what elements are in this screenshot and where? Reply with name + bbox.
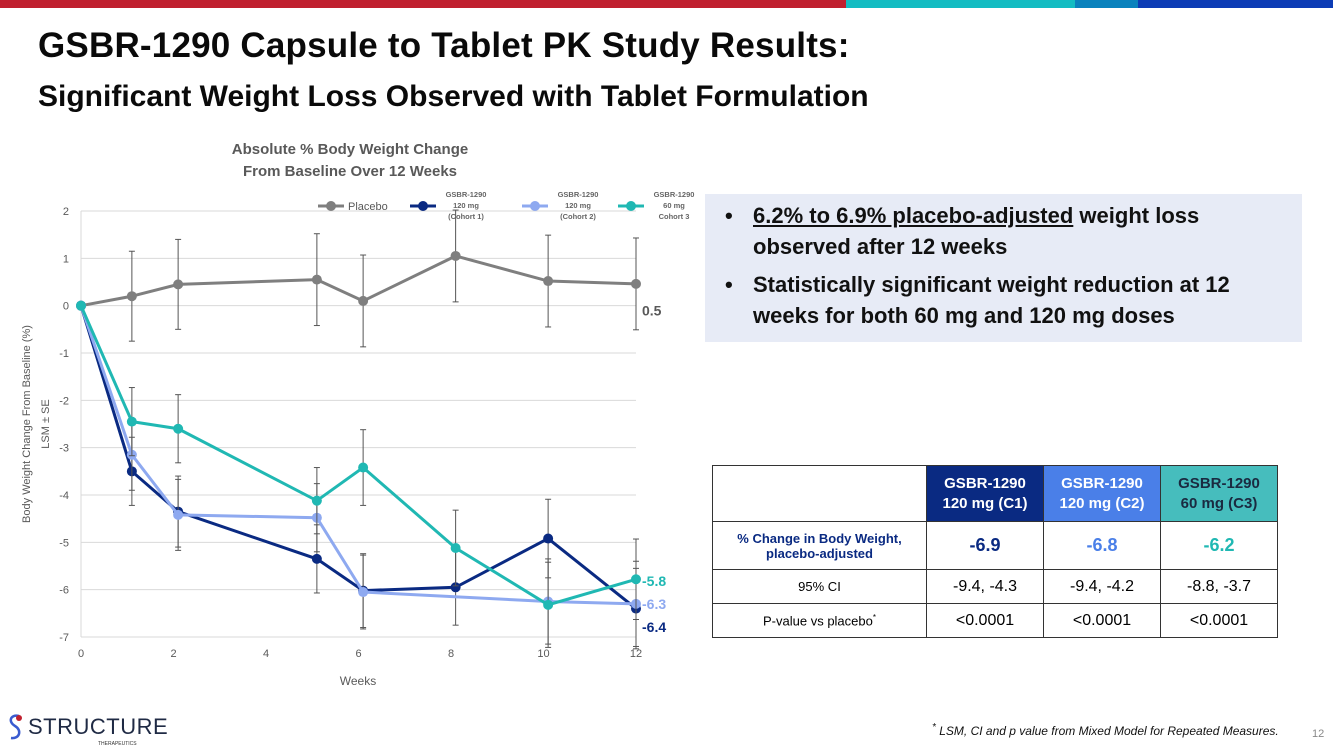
chart-title: Absolute % Body Weight Change [232,141,468,158]
col-header-c3: GSBR-1290 60 mg (C3) [1160,465,1278,522]
y-tick-label: -5 [59,537,69,549]
data-point [311,274,322,285]
data-point [173,279,184,290]
data-point [358,587,369,598]
page-title: GSBR-1290 Capsule to Tablet PK Study Res… [38,26,850,65]
data-point [311,495,322,506]
legend-marker [626,201,636,211]
data-point [450,582,461,593]
finding-2: Statistically significant weight reducti… [725,269,1282,331]
data-point [358,295,369,306]
data-point [358,462,369,473]
legend-label: 120 mg [565,201,591,210]
data-point [543,276,554,287]
col-header-c2: GSBR-1290 120 mg (C2) [1043,465,1161,522]
x-tick-label: 10 [537,648,549,660]
data-point [173,423,184,434]
legend-label: (Cohort 1) [448,212,484,221]
series-line-2 [79,305,637,606]
y-tick-label: -7 [59,632,69,644]
data-point [76,300,86,311]
legend-marker [418,201,428,211]
end-value-label: -5.8 [642,573,666,589]
top-color-bar [0,0,1333,8]
y-tick-label: -2 [59,395,69,407]
data-point [450,543,461,554]
y-tick-label: -6 [59,585,69,597]
data-point [631,574,641,585]
company-logo: STRUCTURE THERAPEUTICS [6,712,206,748]
weight-change-chart: Absolute % Body Weight Change From Baseli… [21,141,695,688]
legend-label: Placebo [348,201,388,213]
x-axis-label: Weeks [340,674,376,688]
end-value-label: 0.5 [642,302,662,318]
legend-label: GSBR-1290 [654,190,695,199]
legend-label: (Cohort 2) [560,212,596,221]
chart-subtitle: From Baseline Over 12 Weeks [243,163,457,180]
y-tick-label: -1 [59,348,69,360]
x-tick-label: 0 [78,648,84,660]
x-tick-label: 4 [263,648,269,660]
data-point [543,599,554,610]
data-point [631,278,641,289]
data-point [173,509,184,520]
y-tick-label: 2 [63,206,69,218]
data-point [450,250,461,261]
legend-marker [326,201,336,211]
key-findings-callout: 6.2% to 6.9% placebo-adjusted weight los… [705,194,1302,342]
table-row: 95% CI -9.4, -4.3 -9.4, -4.2 -8.8, -3.7 [712,569,1278,604]
series-line-3 [79,305,637,607]
series-line-0 [80,254,637,308]
legend-marker [530,201,540,211]
page-subtitle: Significant Weight Loss Observed with Ta… [38,80,869,113]
x-tick-label: 6 [355,648,361,660]
y-axis-label-2: LSM ± SE [40,399,52,448]
data-point [126,416,137,427]
end-value-label: -6.4 [642,619,666,635]
y-tick-label: 1 [63,253,69,265]
data-point [543,533,554,544]
legend-label: 120 mg [453,201,479,210]
data-point [126,291,137,302]
x-tick-label: 12 [630,648,642,660]
y-tick-label: 0 [63,301,69,313]
col-header-c1: GSBR-1290 120 mg (C1) [926,465,1044,522]
end-value-label: -6.3 [642,596,666,612]
data-point [311,553,322,564]
y-axis-label: Body Weight Change From Baseline (%) [21,325,33,523]
table-row: P-value vs placebo* <0.0001 <0.0001 <0.000… [712,603,1278,638]
finding-1: 6.2% to 6.9% placebo-adjusted weight los… [725,200,1282,262]
y-tick-label: -4 [59,490,69,502]
table-row: % Change in Body Weight, placebo-adjuste… [712,521,1278,570]
x-tick-label: 8 [448,648,454,660]
y-tick-label: -3 [59,443,69,455]
legend-label: 60 mg [663,201,685,210]
legend-label: GSBR-1290 [446,190,487,199]
legend-label: Cohort 3 [659,212,690,221]
x-tick-label: 2 [170,648,176,660]
results-table: GSBR-1290 120 mg (C1) GSBR-1290 120 mg (C2… [712,465,1278,638]
logo-mark-icon [9,714,22,740]
series-line-1 [79,305,637,610]
row-label: % Change in Body Weight, placebo-adjuste… [737,530,902,561]
page-number: 12 [1312,728,1325,740]
footnote: * LSM, CI and p value from Mixed Model f… [932,722,1279,738]
legend-label: GSBR-1290 [558,190,599,199]
